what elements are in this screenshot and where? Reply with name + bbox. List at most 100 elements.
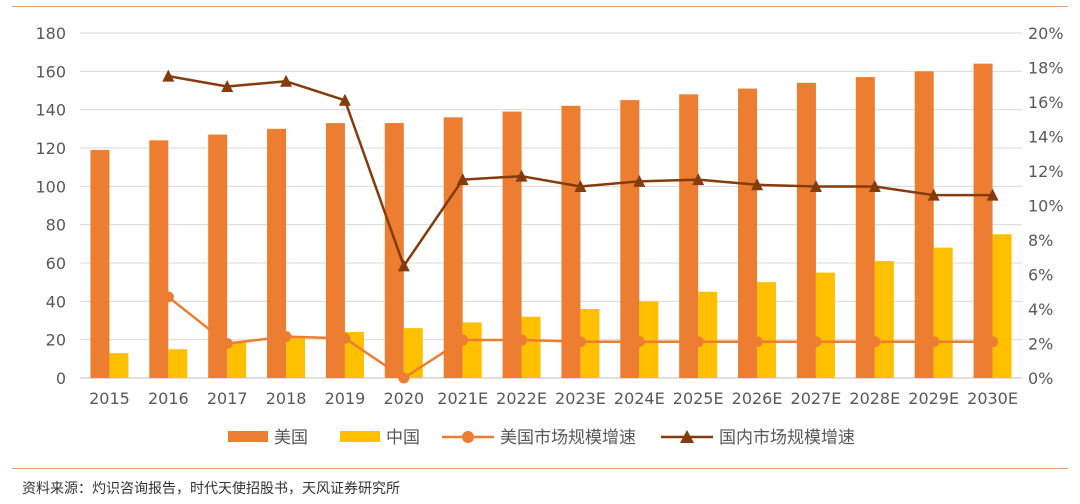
point-china-growth (280, 74, 293, 87)
x-tick-label: 2020 (383, 389, 424, 408)
y-tick-label: 100 (35, 177, 66, 196)
y2-tick-label: 8% (1028, 231, 1053, 250)
right-y-axis: 0% 2% 4% 6% 8% 10% 12% 14% 16% 18% 20% (1028, 24, 1064, 388)
bar-us (738, 88, 758, 378)
y-tick-label: 0 (56, 369, 66, 388)
bar-china (286, 335, 306, 378)
point-china-growth (986, 188, 999, 201)
point-us-growth (221, 338, 233, 349)
y-tick-label: 140 (35, 101, 66, 120)
y2-tick-label: 10% (1028, 197, 1064, 216)
bar-us (679, 94, 699, 378)
y-tick-label: 60 (46, 254, 66, 273)
bar-us (208, 134, 228, 378)
bar-us (149, 140, 169, 378)
x-tick-label: 2018 (266, 389, 307, 408)
bar-china (580, 309, 600, 378)
point-us-growth (574, 336, 586, 348)
point-us-growth (751, 336, 763, 348)
bottom-rule (12, 468, 1068, 469)
x-tick-label: 2022E (496, 389, 547, 408)
x-tick-label: 2019 (325, 389, 366, 408)
point-us-growth (987, 336, 999, 348)
point-us-growth (280, 331, 292, 343)
point-us-growth (869, 336, 881, 348)
x-tick-label: 2029E (908, 389, 959, 408)
bar-china (403, 328, 423, 378)
x-tick-label: 2027E (791, 389, 842, 408)
bar-us (267, 128, 287, 378)
bar-china (815, 272, 835, 378)
y2-tick-label: 4% (1028, 300, 1053, 319)
bar-china (521, 316, 541, 378)
point-china-growth (456, 173, 469, 186)
point-us-growth (162, 291, 174, 303)
legend-label: 中国 (386, 428, 420, 448)
legend-label: 美国 (274, 428, 308, 448)
legend-label: 国内市场规模增速 (719, 428, 855, 448)
source-note: 资料来源：灼识咨询报告，时代天使招股书，天风证券研究所 (22, 481, 400, 497)
bar-us (620, 100, 640, 378)
y-tick-label: 180 (35, 24, 66, 43)
y2-tick-label: 14% (1028, 128, 1064, 147)
chart: 0 20 40 60 80 100 120 140 160 180 0% 2% 4% 6% 8% 10% 12… (35, 24, 1064, 448)
point-china-growth (633, 174, 646, 187)
point-china-growth (574, 180, 587, 193)
x-tick-label: 2026E (732, 389, 783, 408)
point-us-growth (398, 372, 410, 384)
bar-china (168, 349, 188, 378)
bar-us (443, 117, 463, 378)
bar-us (325, 123, 345, 378)
point-us-growth (339, 332, 351, 344)
legend-marker-triangle (680, 430, 694, 443)
legend-label: 美国市场规模增速 (500, 428, 636, 448)
point-china-growth (927, 188, 940, 201)
bar-us (384, 123, 404, 378)
bar-china (757, 282, 777, 378)
bar-china (933, 247, 953, 378)
point-us-growth (928, 336, 940, 348)
legend-swatch-china (340, 431, 380, 442)
x-tick-label: 2024E (614, 389, 665, 408)
point-us-growth (633, 336, 645, 348)
point-us-growth (810, 336, 822, 348)
y2-tick-label: 12% (1028, 162, 1064, 181)
legend: 美国 中国 美国市场规模增速 国内市场规模增速 (228, 428, 855, 448)
point-china-growth (692, 173, 705, 186)
point-china-growth (751, 178, 764, 191)
point-us-growth (692, 336, 704, 348)
bar-series (90, 63, 1012, 379)
bar-us (973, 63, 993, 379)
y-tick-label: 160 (35, 62, 66, 81)
bar-us (90, 149, 110, 378)
left-y-axis: 0 20 40 60 80 100 120 140 160 180 (35, 24, 66, 388)
point-china-growth (162, 69, 175, 82)
point-china-growth (338, 93, 351, 106)
bar-china (462, 322, 482, 378)
y-tick-label: 20 (46, 331, 66, 350)
bar-us (796, 82, 816, 378)
point-china-growth (868, 180, 881, 193)
x-tick-label: 2021E (437, 389, 488, 408)
point-us-growth (457, 334, 469, 346)
x-tick-label: 2030E (967, 389, 1018, 408)
top-rule (12, 6, 1068, 7)
x-tick-label: 2025E (673, 389, 724, 408)
point-china-growth (809, 180, 822, 193)
bar-china (344, 332, 364, 378)
point-us-growth (516, 334, 528, 346)
x-axis: 2015 2016 2017 2018 2019 2020 2021E 2022E 2023E 2… (89, 389, 1018, 408)
bar-china (109, 353, 129, 378)
y2-tick-label: 0% (1028, 369, 1053, 388)
legend-marker-circle (462, 431, 474, 443)
x-tick-label: 2017 (207, 389, 248, 408)
point-china-growth (397, 259, 410, 272)
bar-china (639, 301, 659, 378)
bar-china (874, 261, 894, 378)
bar-us (855, 77, 875, 378)
point-china-growth (221, 79, 234, 92)
legend-swatch-us (228, 431, 268, 442)
x-tick-label: 2028E (849, 389, 900, 408)
y2-tick-label: 18% (1028, 59, 1064, 78)
x-tick-label: 2023E (555, 389, 606, 408)
